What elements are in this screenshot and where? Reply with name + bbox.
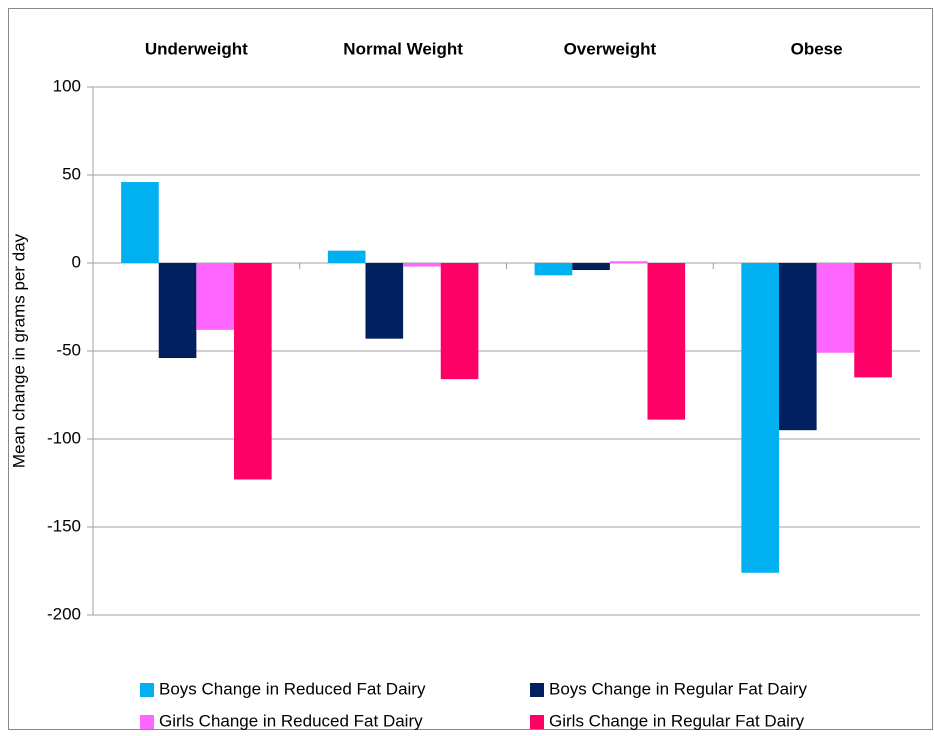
bar bbox=[534, 263, 573, 276]
y-tick-label: -150 bbox=[47, 516, 81, 535]
bar bbox=[234, 263, 272, 480]
y-tick-label: 100 bbox=[53, 76, 81, 95]
y-axis-label: Mean change in grams per day bbox=[9, 233, 28, 468]
bar bbox=[403, 263, 441, 267]
bar bbox=[327, 250, 366, 263]
legend-swatch bbox=[530, 683, 544, 697]
bar bbox=[196, 263, 235, 330]
y-tick-label: -100 bbox=[47, 428, 81, 447]
category-label: Overweight bbox=[564, 39, 657, 58]
category-label: Obese bbox=[791, 39, 843, 58]
y-tick-label: 0 bbox=[72, 252, 81, 271]
legend-swatch bbox=[140, 715, 154, 729]
y-tick-label: -50 bbox=[56, 340, 81, 359]
bar bbox=[572, 263, 610, 271]
bar bbox=[778, 263, 817, 431]
bar bbox=[647, 263, 686, 420]
bar bbox=[440, 263, 479, 380]
legend-label: Boys Change in Reduced Fat Dairy bbox=[159, 679, 426, 698]
legend-label: Girls Change in Reduced Fat Dairy bbox=[159, 711, 423, 730]
legend-label: Boys Change in Regular Fat Dairy bbox=[549, 679, 807, 698]
category-label: Underweight bbox=[145, 39, 248, 58]
bar bbox=[121, 182, 159, 263]
bar bbox=[816, 263, 855, 353]
chart-border bbox=[8, 8, 933, 730]
bar bbox=[854, 263, 892, 378]
y-tick-label: -200 bbox=[47, 604, 81, 623]
bar bbox=[609, 261, 648, 263]
category-label: Normal Weight bbox=[343, 39, 463, 58]
legend-swatch bbox=[530, 715, 544, 729]
bar bbox=[365, 263, 404, 339]
bar bbox=[741, 263, 779, 573]
legend-label: Girls Change in Regular Fat Dairy bbox=[549, 711, 805, 730]
bar bbox=[158, 263, 197, 359]
y-tick-label: 50 bbox=[62, 164, 81, 183]
legend-swatch bbox=[140, 683, 154, 697]
